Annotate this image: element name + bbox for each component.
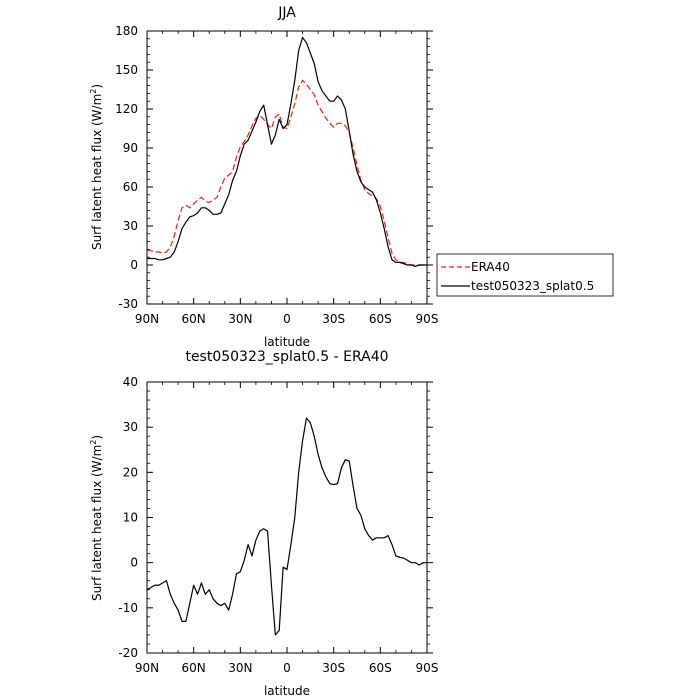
bottom-x-tick-label: 90S (416, 661, 439, 675)
top-y-axis-label: Surf latent heat flux (W/m2) (89, 84, 104, 250)
top-x-tick-label: 60S (369, 312, 392, 326)
bottom-y-tick-label: 10 (123, 511, 138, 525)
top-y-tick-label: 90 (123, 141, 138, 155)
bottom-y-axis-label: Surf latent heat flux (W/m2) (89, 435, 104, 601)
top-x-tick-labels: 90N 60N 30N 0 30S 60S 90S (135, 312, 439, 326)
top-chart-title: JJA (277, 5, 296, 21)
bottom-plot-frame (146, 381, 428, 654)
bottom-x-tick-labels: 90N 60N 30N 0 30S 60S 90S (135, 661, 439, 675)
bottom-y-axis-label-close: ) (90, 435, 104, 440)
bottom-x-tick-label: 30N (228, 661, 252, 675)
bottom-y-tick-label: 40 (123, 375, 138, 389)
top-y-tick-label: 0 (130, 258, 138, 272)
top-y-axis-label-close: ) (90, 84, 104, 89)
top-series-line-0 (147, 79, 427, 266)
top-y-tick-label: 60 (123, 180, 138, 194)
top-x-tick-label: 60N (182, 312, 206, 326)
bottom-y-tick-label: 20 (123, 465, 138, 479)
bottom-chart-title: test050323_splat0.5 - ERA40 (185, 349, 388, 365)
top-series-line-1 (147, 36, 427, 267)
bottom-y-tick-label: -20 (118, 646, 138, 660)
bottom-y-tick-label: 0 (130, 556, 138, 570)
top-y-axis-label-main: Surf latent heat flux (W/m (90, 94, 104, 250)
top-series-group (147, 36, 427, 267)
top-y-tick-label: 180 (115, 24, 138, 38)
bottom-x-tick-label: 60S (369, 661, 392, 675)
bottom-y-axis-label-main: Surf latent heat flux (W/m (90, 445, 104, 601)
bottom-y-tick-label: 30 (123, 420, 138, 434)
legend-label-test: test050323_splat0.5 (471, 279, 594, 293)
top-y-tick-label: 30 (123, 219, 138, 233)
top-x-tick-label: 90S (416, 312, 439, 326)
top-y-tick-labels: -30 0 30 60 90 120 150 180 (115, 24, 138, 311)
bottom-y-tick-label: -10 (118, 601, 138, 615)
bottom-y-tick-labels: -20 -10 0 10 20 30 40 (118, 375, 138, 660)
bottom-series-line-0 (146, 417, 427, 636)
top-plot-frame (146, 30, 428, 305)
top-x-axis-label: latitude (264, 335, 310, 349)
bottom-y-axis-label-sup: 2 (89, 440, 98, 445)
top-y-tick-label: -30 (118, 297, 138, 311)
top-y-tick-label: 150 (115, 63, 138, 77)
top-panel: JJA 90N 60N 30N 0 30S 60S 90S -30 0 30 60 90 120 150… (89, 5, 438, 349)
bottom-x-axis-label: latitude (264, 684, 310, 698)
top-y-tick-label: 120 (115, 102, 138, 116)
bottom-series-group (146, 417, 427, 636)
bottom-x-tick-label: 0 (283, 661, 291, 675)
top-y-axis-label-sup: 2 (89, 89, 98, 94)
legend: ERA40 test050323_splat0.5 (436, 253, 614, 297)
legend-box (436, 253, 614, 297)
top-x-tick-label: 30N (228, 312, 252, 326)
top-axis-ticks (146, 30, 433, 305)
legend-label-era40: ERA40 (471, 260, 510, 274)
top-x-tick-label: 90N (135, 312, 159, 326)
bottom-axis-ticks (146, 381, 433, 654)
bottom-x-tick-label: 90N (135, 661, 159, 675)
top-x-tick-label: 30S (322, 312, 345, 326)
bottom-panel: test050323_splat0.5 - ERA40 90N 60N 30N 0 30… (89, 349, 438, 698)
bottom-x-tick-label: 30S (322, 661, 345, 675)
bottom-x-tick-label: 60N (182, 661, 206, 675)
top-x-tick-label: 0 (283, 312, 291, 326)
